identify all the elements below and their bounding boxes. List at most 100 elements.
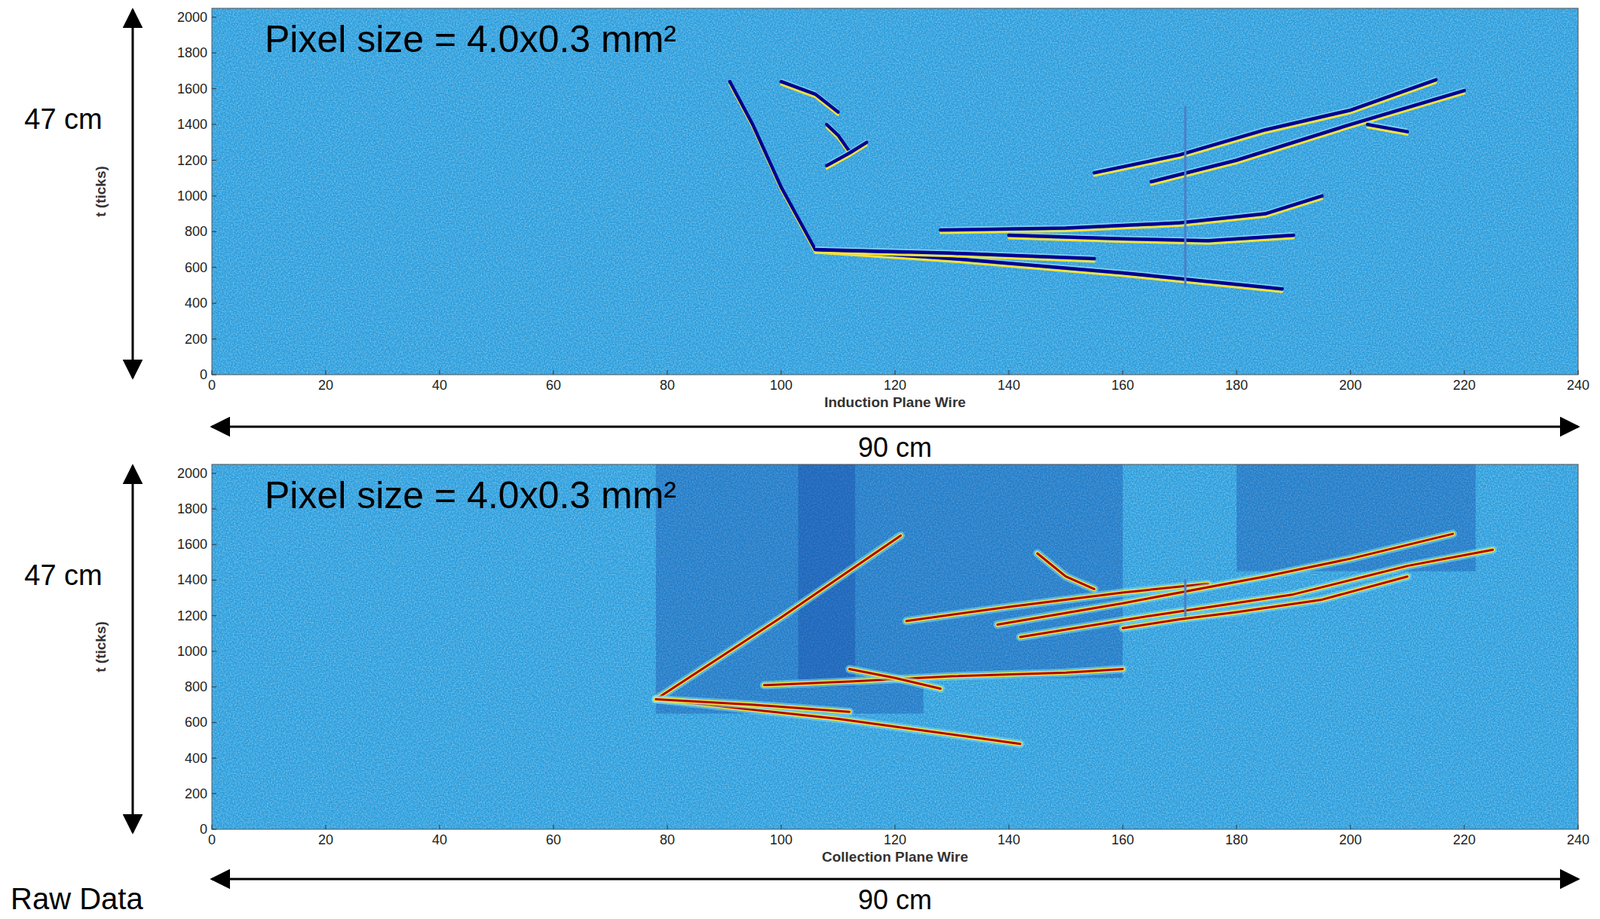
x-tick-label: 20 (318, 832, 334, 848)
x-tick-label: 200 (1339, 377, 1362, 393)
track (763, 669, 1123, 686)
y-tick (211, 829, 217, 831)
y-tick (211, 722, 217, 724)
track-edge (1151, 88, 1465, 180)
raw-data-label: Raw Data (10, 882, 144, 916)
x-tick (439, 370, 441, 375)
height-arrow (131, 9, 135, 378)
x-tick (1236, 824, 1238, 830)
y-tick-label: 600 (184, 714, 208, 730)
y-tick-label: 1200 (177, 153, 208, 169)
x-tick-label: 220 (1452, 377, 1476, 393)
x-tick (1122, 370, 1124, 375)
x-tick-label: 80 (659, 832, 675, 848)
track-halo (1037, 553, 1095, 589)
track (781, 81, 839, 112)
track-halo (763, 669, 1123, 686)
x-tick (1464, 824, 1466, 830)
y-tick-label: 2000 (177, 465, 208, 482)
track (1122, 576, 1408, 629)
track (729, 81, 816, 250)
y-tick-label: 1000 (177, 643, 208, 660)
track-halo (655, 699, 850, 713)
y-tick-label: 800 (184, 223, 208, 240)
track (826, 124, 850, 152)
x-tick-label: 100 (769, 377, 793, 393)
y-tick-label: 400 (184, 750, 208, 767)
track-edge (940, 193, 1322, 228)
x-tick (439, 824, 441, 830)
y-tick-label: 600 (184, 260, 208, 276)
x-tick (1008, 370, 1010, 375)
y-tick (211, 650, 217, 652)
y-tick (211, 686, 217, 688)
x-tick-label: 240 (1566, 832, 1590, 848)
x-tick-label: 160 (1111, 377, 1135, 393)
x-tick-label: 160 (1111, 832, 1135, 848)
track-halo (655, 699, 1021, 745)
track (1008, 235, 1294, 241)
x-tick-label: 100 (769, 832, 793, 848)
x-axis-title: Collection Plane Wire (821, 849, 969, 865)
y-tick-label: 1600 (177, 81, 208, 97)
plot-background (211, 8, 1579, 375)
plot-frame (211, 464, 1579, 830)
x-tick (895, 824, 896, 830)
x-tick-label: 60 (545, 832, 561, 848)
y-tick-label: 0 (199, 367, 208, 383)
width-arrow (211, 426, 1579, 429)
x-tick (211, 370, 213, 375)
x-tick-label: 140 (997, 377, 1021, 393)
x-tick-label: 120 (883, 832, 907, 848)
x-tick-label: 0 (208, 832, 216, 848)
width-label: 90 cm (858, 884, 932, 916)
y-tick (211, 88, 217, 89)
x-tick-label: 40 (432, 832, 448, 848)
noise (211, 464, 1579, 830)
y-axis-title: t (ticks) (92, 621, 109, 673)
track-halo (655, 699, 1021, 745)
height-label: 47 cm (24, 103, 102, 135)
x-tick-label: 240 (1566, 377, 1590, 393)
y-tick (211, 757, 217, 759)
x-tick-label: 140 (997, 832, 1021, 848)
track (849, 669, 941, 690)
track (1151, 90, 1465, 182)
y-tick (211, 231, 217, 233)
y-tick-label: 1400 (177, 572, 208, 588)
y-tick (211, 793, 217, 794)
y-tick-label: 1800 (177, 45, 208, 61)
dark-region (923, 464, 1123, 678)
track (1184, 580, 1187, 617)
track (815, 249, 1095, 259)
y-tick-label: 400 (184, 295, 208, 311)
y-tick (211, 266, 217, 268)
track (1367, 124, 1408, 132)
panel: 0204060801001201401601802002202400200400… (10, 464, 1590, 916)
y-tick-label: 1200 (177, 608, 208, 624)
x-tick-label: 220 (1452, 832, 1476, 848)
x-tick (325, 824, 327, 830)
x-tick (667, 824, 669, 830)
y-tick-label: 1800 (177, 501, 208, 517)
x-tick-label: 120 (883, 377, 907, 393)
track (1184, 106, 1187, 286)
x-tick-label: 60 (545, 377, 561, 393)
track (655, 699, 850, 713)
x-tick (781, 370, 782, 375)
y-axis-title: t (ticks) (92, 165, 109, 218)
x-tick (895, 370, 896, 375)
x-tick (1578, 370, 1579, 375)
x-tick (1350, 824, 1352, 830)
track-halo (655, 699, 850, 713)
track (1094, 79, 1436, 173)
y-tick (211, 374, 217, 376)
track-halo (1122, 576, 1408, 629)
x-tick (211, 824, 213, 830)
track-halo (849, 669, 941, 690)
track-halo (763, 669, 1123, 686)
track (826, 142, 867, 166)
track-edge (826, 127, 850, 155)
noise (211, 8, 1579, 375)
panel: 0204060801001201401601802002202400200400… (24, 8, 1590, 463)
